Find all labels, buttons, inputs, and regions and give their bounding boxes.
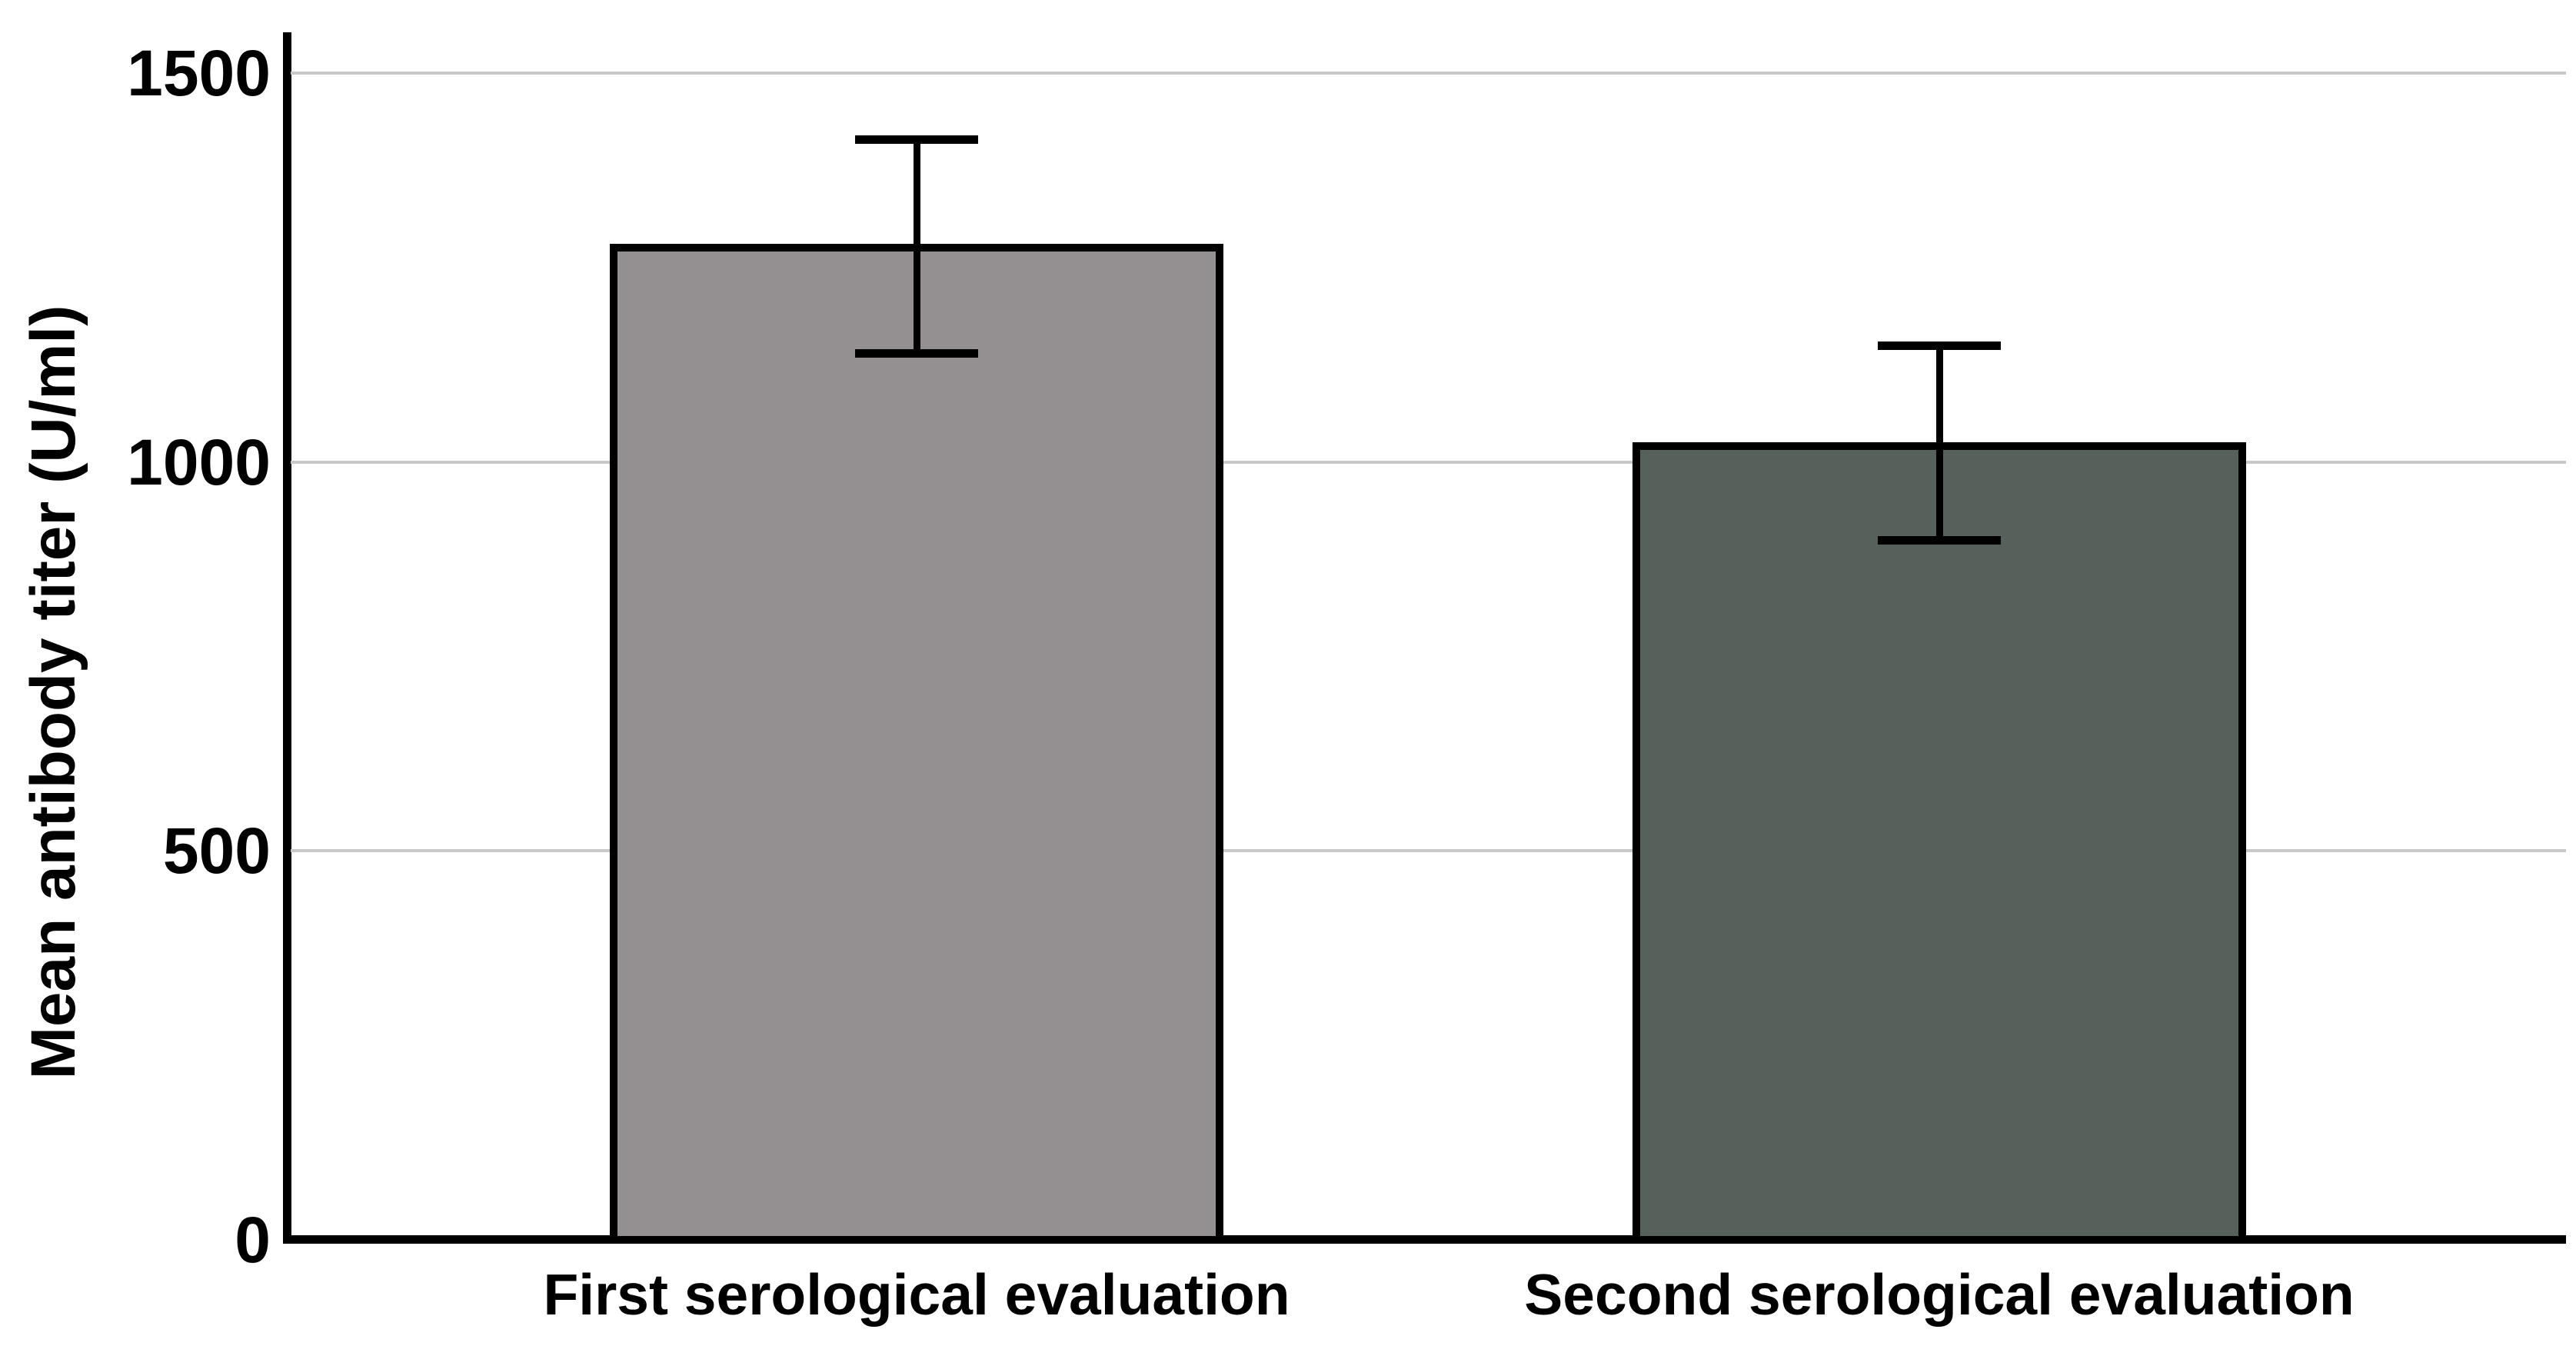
gridline-500 bbox=[291, 849, 2566, 853]
y-axis-line bbox=[283, 32, 291, 1244]
x-category-label-second-serological-evaluation: Second serological evaluation bbox=[1524, 1262, 2355, 1327]
y-tick-label-1000: 1000 bbox=[127, 425, 271, 498]
error-bar-line-second-serological-evaluation bbox=[1936, 345, 1943, 540]
error-bar-bottom-cap-second-serological-evaluation bbox=[1878, 535, 2001, 545]
error-bar-top-cap-second-serological-evaluation bbox=[1878, 341, 2001, 350]
y-axis-title: Mean antibody titer (U/ml) bbox=[18, 305, 88, 1080]
gridline-1500 bbox=[291, 72, 2566, 75]
y-tick-label-1500: 1500 bbox=[127, 37, 271, 109]
bar-first-serological-evaluation bbox=[610, 244, 1223, 1244]
x-axis-line bbox=[283, 1235, 2566, 1244]
y-tick-label-500: 500 bbox=[162, 815, 271, 888]
gridline-1000 bbox=[291, 460, 2566, 464]
error-bar-line-first-serological-evaluation bbox=[914, 138, 920, 354]
error-bar-top-cap-first-serological-evaluation bbox=[855, 135, 978, 144]
y-tick-label-0: 0 bbox=[235, 1204, 271, 1276]
bar-second-serological-evaluation bbox=[1632, 442, 2246, 1244]
error-bar-bottom-cap-first-serological-evaluation bbox=[855, 349, 978, 358]
x-category-label-first-serological-evaluation: First serological evaluation bbox=[543, 1262, 1290, 1327]
